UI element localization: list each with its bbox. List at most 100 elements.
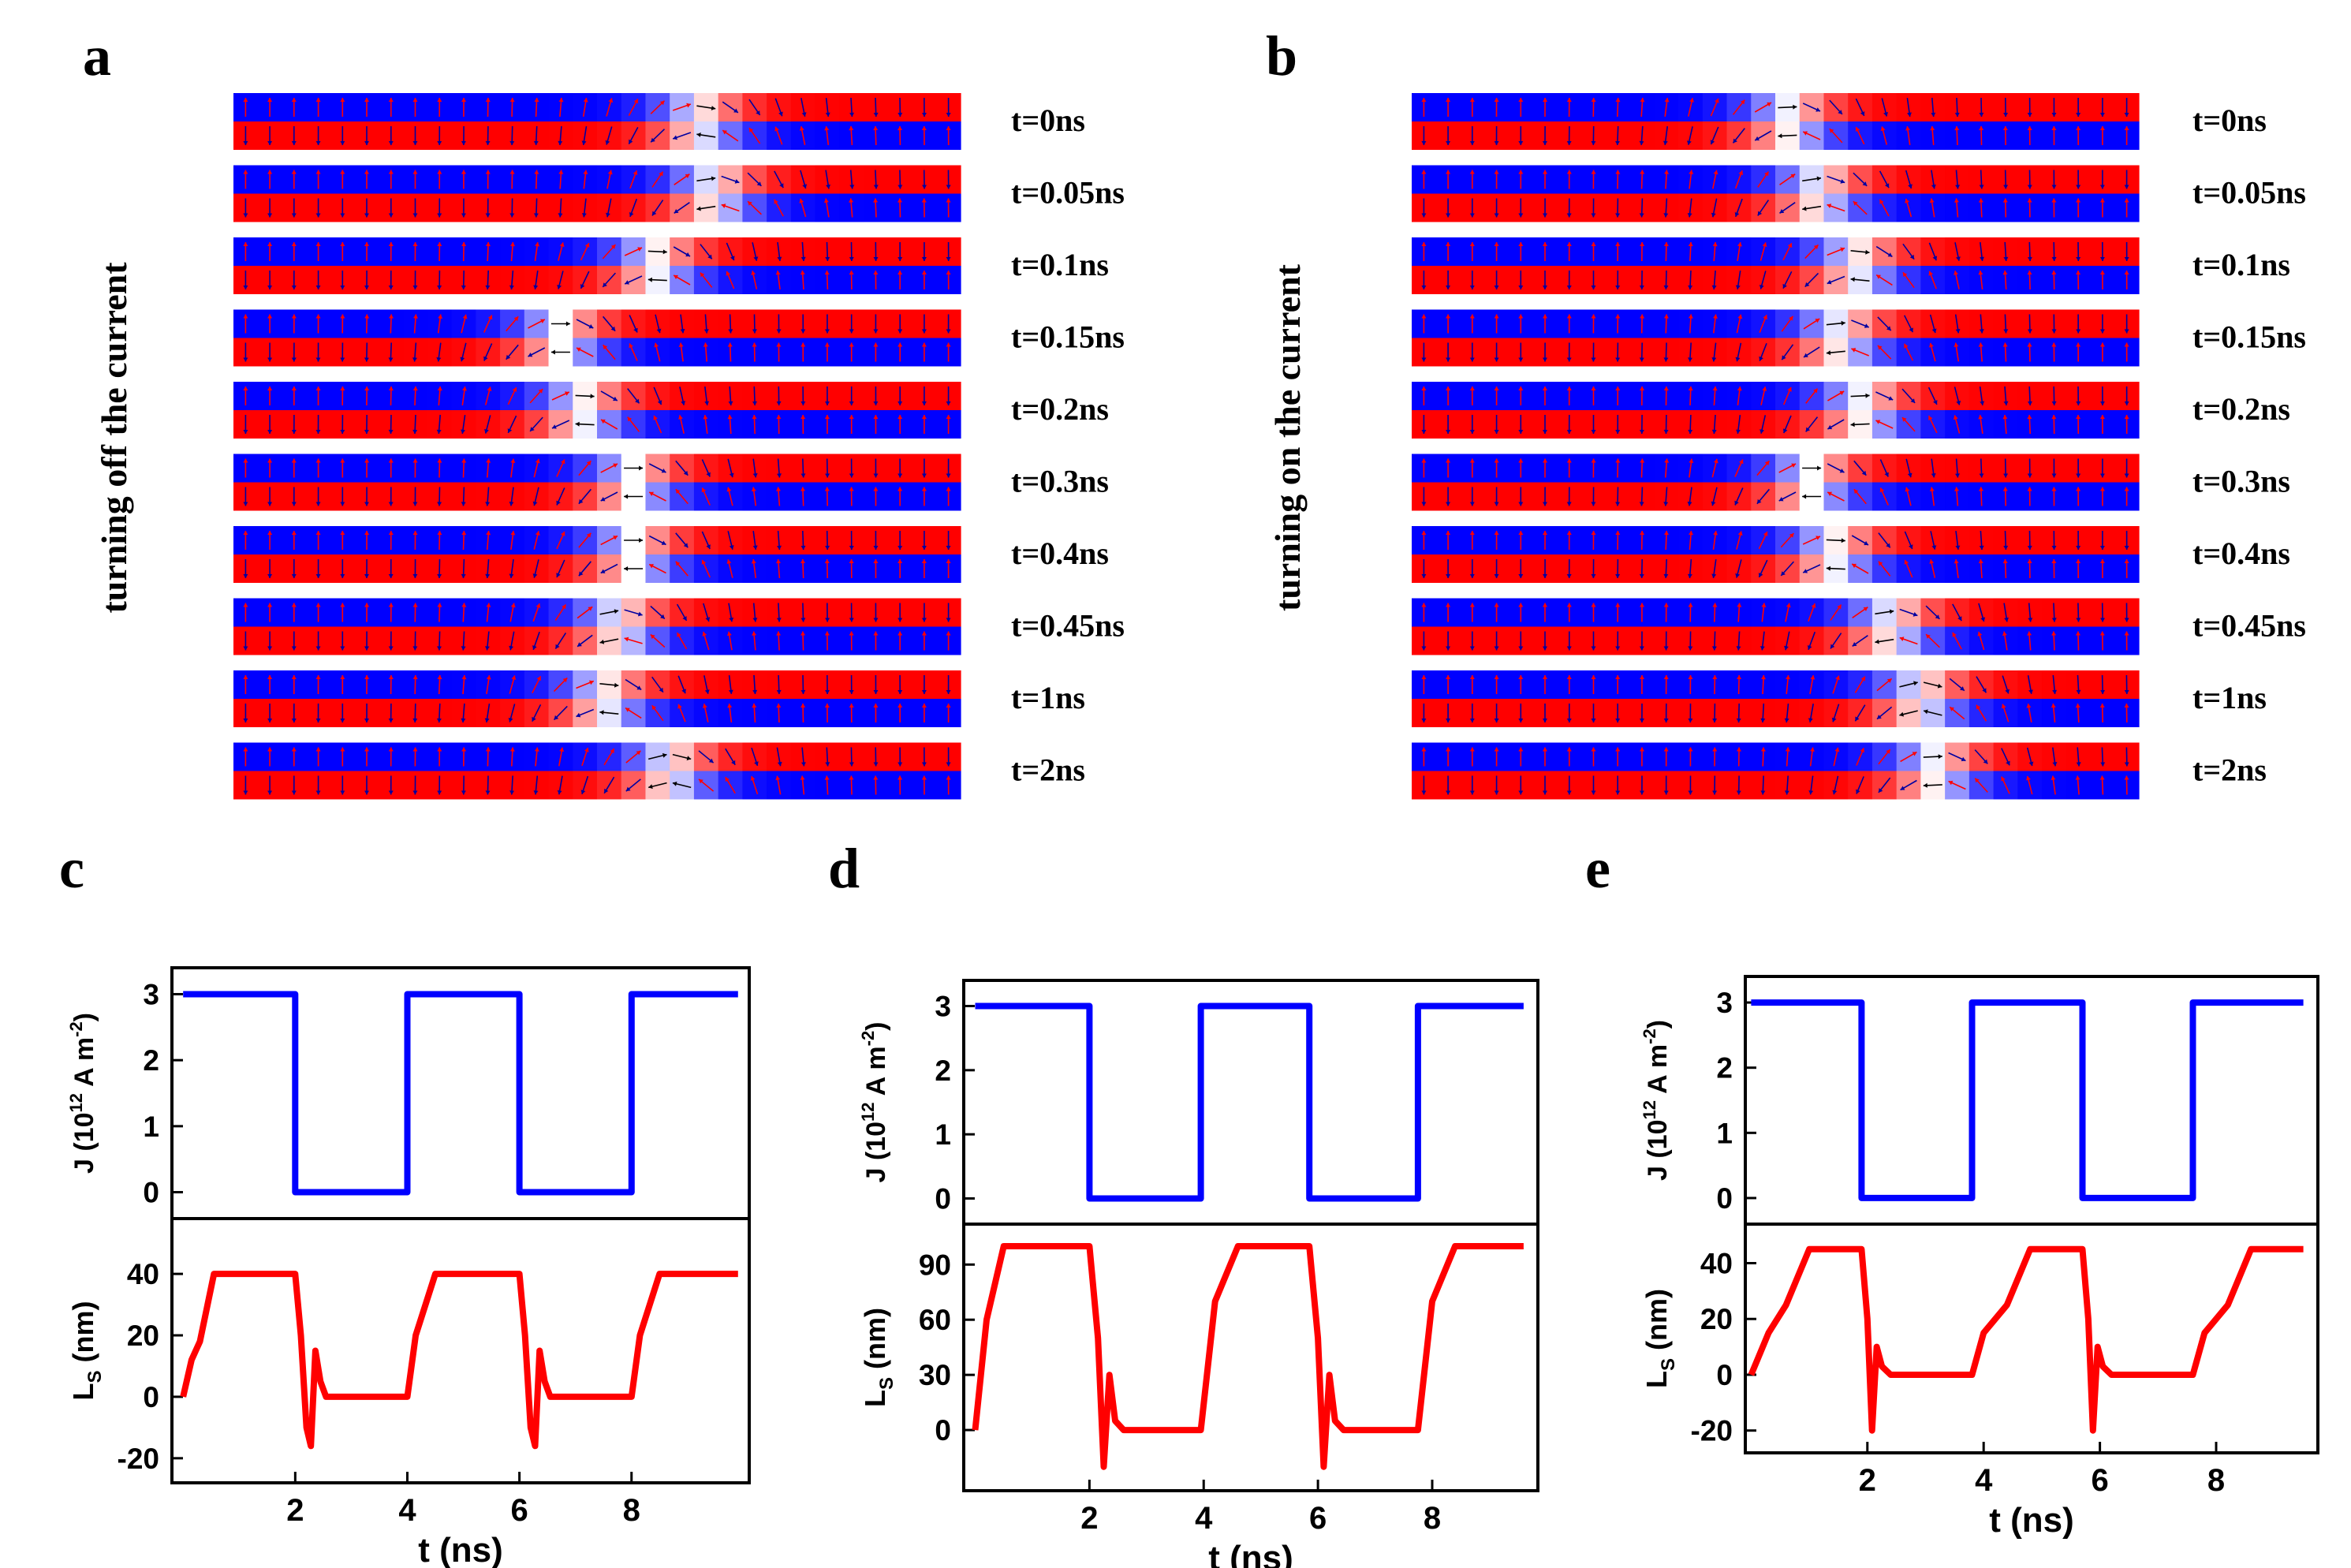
spin-arrow-head	[1736, 646, 1741, 651]
spin-arrow-head	[779, 183, 784, 189]
spin-arrow-head	[1948, 780, 1954, 786]
spin-arrow-head	[1787, 386, 1792, 392]
spin-arrow-head	[412, 286, 418, 289]
spin-arrow-head	[1688, 646, 1693, 651]
spin-arrow-head	[1852, 642, 1857, 647]
spin-arrow-head	[824, 415, 830, 419]
spin-arrow-head	[921, 690, 927, 694]
spin-arrow-head	[364, 603, 370, 607]
spin-arrow-head	[897, 401, 903, 405]
spin-arrow-head	[1469, 646, 1475, 651]
spin-arrow-head	[629, 212, 634, 217]
spin-arrow-head	[1518, 719, 1524, 722]
spin-arrow-head	[1760, 790, 1766, 795]
spin-arrow-head	[1909, 254, 1915, 259]
spin-arrow-head	[1938, 754, 1942, 760]
spin-arrow-head	[340, 141, 345, 145]
spin-arrow-head	[682, 616, 687, 621]
spin-arrow-head	[639, 538, 644, 543]
time-label: t=0.3ns	[1011, 464, 1109, 499]
spin-arrow-head	[1762, 242, 1767, 247]
spin-arrow-head	[461, 458, 467, 463]
spin-arrow-head	[532, 501, 538, 506]
spin-arrow-head	[1902, 272, 1908, 278]
panel-letter-d: d	[828, 837, 860, 900]
spin-arrow-head	[1713, 314, 1718, 319]
spin-arrow-head	[267, 502, 273, 506]
spin-arrow-head	[586, 461, 591, 466]
spin-arrow-head	[703, 329, 709, 334]
spin-arrow-head	[752, 415, 757, 420]
spin-arrow-head	[2124, 775, 2129, 780]
spin-arrow-head	[2002, 126, 2008, 130]
spin-arrow-head	[752, 473, 758, 478]
spin-arrow-head	[1421, 574, 1427, 578]
spin-arrow-head	[756, 181, 762, 186]
spin-arrow-head	[243, 747, 248, 752]
spin-arrow-head	[1543, 314, 1547, 319]
spin-arrow-head	[1888, 396, 1894, 401]
spin-arrow-head	[897, 690, 903, 694]
spin-arrow-head	[661, 469, 666, 473]
spin-arrow-head	[1494, 719, 1499, 722]
spin-arrow-head	[1913, 681, 1918, 686]
spin-arrow-head	[678, 415, 683, 420]
spin-arrow-head	[1759, 285, 1764, 289]
spin-arrow-head	[1829, 129, 1834, 133]
spin-arrow-head	[777, 256, 782, 261]
spin-arrow-head	[1827, 491, 1832, 496]
spin-arrow-head	[651, 705, 657, 711]
spin-arrow-head	[800, 473, 806, 478]
spin-arrow-head	[648, 784, 653, 790]
spin-arrow-head	[1908, 184, 1913, 189]
spin-arrow-head	[1715, 98, 1719, 103]
spin-arrow-head	[388, 458, 394, 463]
spin-arrow-head	[1421, 719, 1427, 722]
spin-arrow-head	[2002, 198, 2008, 203]
spin-arrow-head	[1711, 212, 1716, 218]
x-tick-label: 6	[1309, 1501, 1327, 1536]
spin-arrow-head	[509, 645, 514, 651]
spin-arrow-head	[1639, 430, 1644, 434]
spin-arrow-head	[1832, 790, 1838, 795]
spin-arrow-head	[1712, 719, 1718, 722]
spin-arrow-head	[1469, 314, 1475, 319]
spin-arrow-head	[1663, 573, 1669, 578]
spin-arrow-head	[637, 611, 643, 617]
spin-arrow-head	[2124, 329, 2129, 334]
spin-arrow-head	[1591, 531, 1596, 535]
spin-arrow-head	[636, 750, 641, 756]
spin-arrow-head	[825, 112, 830, 117]
spin-arrow-head	[1663, 646, 1669, 651]
spin-arrow-head	[752, 342, 757, 347]
y-tick-label: 0	[143, 1177, 159, 1209]
spin-arrow-head	[722, 130, 727, 135]
spin-arrow-head	[756, 110, 760, 115]
spin-arrow-head	[1781, 571, 1786, 576]
spin-arrow-head	[1591, 213, 1596, 218]
spin-arrow-head	[1421, 357, 1427, 362]
spin-arrow-head	[536, 603, 541, 608]
spin-arrow-head	[1615, 719, 1621, 722]
spin-arrow-head	[1886, 326, 1891, 331]
spin-arrow-head	[800, 762, 806, 767]
spin-arrow-head	[1518, 430, 1524, 434]
spin-arrow-head	[849, 546, 854, 550]
spin-arrow-head	[1640, 719, 1644, 722]
spin-arrow-head	[364, 170, 369, 174]
spin-arrow-head	[461, 242, 467, 247]
spin-arrow-head	[727, 415, 733, 420]
y-axis-label-j: J (1012 A m-2)	[858, 1021, 891, 1182]
spin-arrow-head	[849, 271, 854, 275]
spin-arrow-head	[1421, 213, 1427, 218]
spin-arrow-head	[243, 531, 248, 535]
spin-arrow-head	[1813, 245, 1819, 250]
spin-arrow-head	[946, 704, 951, 707]
spin-arrow-head	[437, 790, 442, 795]
spin-arrow-head	[1688, 285, 1693, 289]
spin-arrow-head	[1591, 675, 1596, 679]
spin-arrow-head	[921, 559, 927, 563]
spin-arrow-head	[243, 357, 248, 362]
spin-arrow-head	[388, 170, 394, 174]
spin-arrow-head	[1566, 213, 1572, 218]
